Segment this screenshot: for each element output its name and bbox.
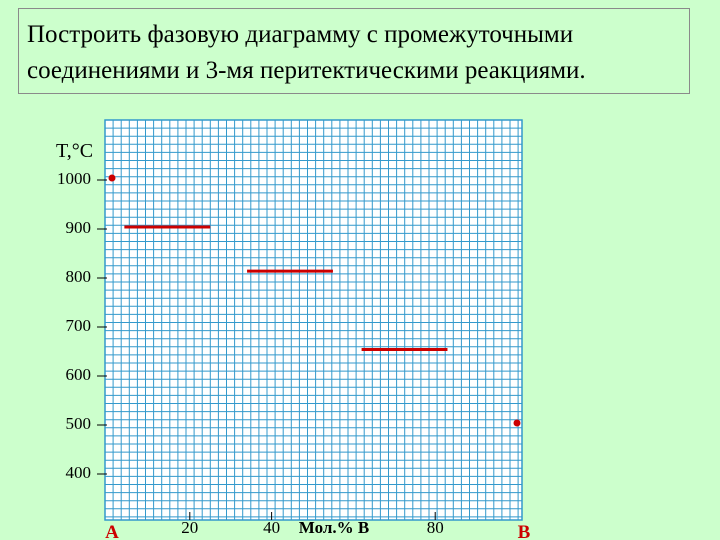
- y-axis-label: T,°C: [56, 140, 93, 162]
- y-tick-label: 900: [66, 218, 92, 237]
- y-tick-label: 400: [66, 463, 92, 482]
- x-tick-label: 80: [427, 518, 444, 537]
- plot-area: [105, 120, 522, 520]
- y-tick-label: 600: [66, 365, 92, 384]
- title-line-1: Построить фазовую диаграмму с промежуточ…: [27, 21, 574, 48]
- title-box: Построить фазовую диаграмму с промежуточ…: [18, 8, 690, 94]
- x-tick-label: 20: [181, 518, 198, 537]
- x-axis-label: Мол.% В: [299, 518, 369, 537]
- y-tick-label: 1000: [57, 169, 91, 188]
- y-tick-label: 700: [66, 316, 92, 335]
- y-tick-label: 800: [66, 267, 92, 286]
- melting-point: [108, 174, 116, 182]
- y-tick-label: 500: [66, 414, 92, 433]
- axis-labels: T,°C 1000 900 800 700 600 500 400 20 40 80 Мол.% В A…: [56, 140, 531, 540]
- melting-point: [513, 419, 521, 427]
- component-b-label: B: [518, 522, 531, 540]
- x-tick-label: 40: [263, 518, 280, 537]
- diagram-marks: [108, 174, 521, 427]
- grid-lines: [104, 119, 523, 521]
- title-line-2: соединениями и 3-мя перитектическими реа…: [27, 57, 586, 84]
- plot-border: [104, 119, 523, 521]
- component-a-label: A: [105, 522, 119, 540]
